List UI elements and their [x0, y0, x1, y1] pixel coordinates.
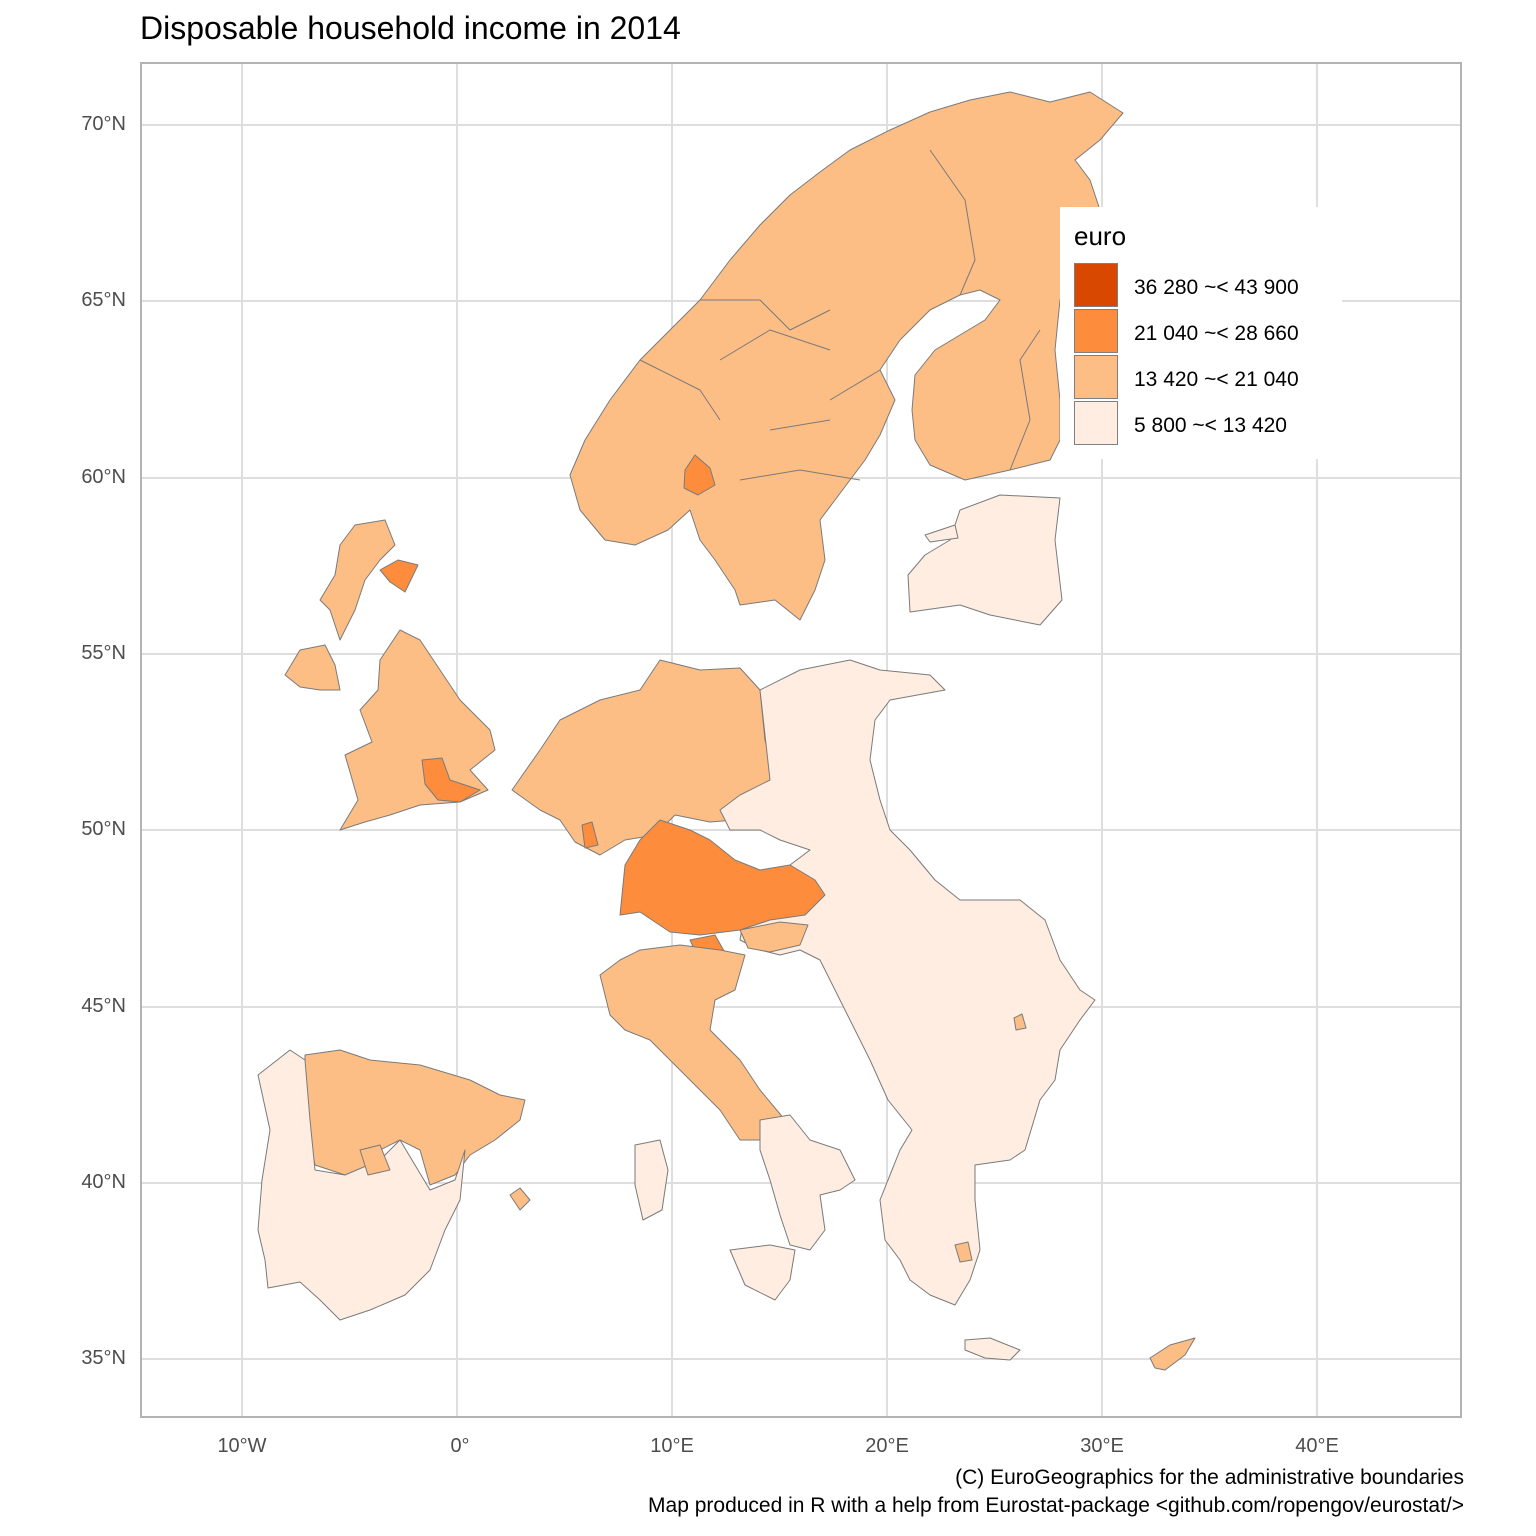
x-tick-10e: 10°E — [650, 1435, 694, 1457]
region-cyprus — [1149, 1337, 1196, 1371]
region-baltics — [907, 494, 1063, 626]
y-tick-65n: 65°N — [81, 289, 126, 311]
y-tick-40n: 40°N — [81, 1171, 126, 1193]
region-bucharest — [1013, 1013, 1027, 1031]
region-alps — [619, 819, 826, 936]
region-iberia-south — [257, 1049, 466, 1321]
legend-label-4: 5 800 ~< 13 420 — [1134, 414, 1287, 437]
region-oslo — [683, 454, 716, 496]
region-sicily — [729, 1244, 796, 1301]
region-luxembourg — [581, 821, 599, 849]
plot-panel — [140, 62, 1462, 1418]
legend-label-3: 13 420 ~< 21 040 — [1134, 368, 1299, 391]
region-crete — [964, 1337, 1021, 1361]
map-title: Disposable household income in 2014 — [140, 10, 681, 46]
region-italy — [599, 944, 786, 1141]
region-sardinia — [634, 1139, 669, 1221]
region-aberdeen — [379, 559, 419, 593]
region-scandinavia-borders — [639, 149, 1041, 481]
y-tick-55n: 55°N — [81, 642, 126, 664]
region-alps-east — [739, 921, 809, 953]
y-tick-45n: 45°N — [81, 995, 126, 1017]
region-south-italy — [759, 1114, 856, 1251]
x-tick-30e: 30°E — [1080, 1435, 1124, 1457]
x-tick-40e: 40°E — [1295, 1435, 1339, 1457]
region-athens — [954, 1241, 973, 1263]
region-ireland — [284, 644, 341, 691]
region-scotland — [319, 519, 396, 641]
legend-title: euro — [1074, 221, 1127, 251]
y-tick-50n: 50°N — [81, 818, 126, 840]
legend: euro 36 280 ~< 43 900 21 040 ~< 28 660 1… — [1060, 207, 1342, 459]
legend-label-2: 21 040 ~< 28 660 — [1134, 322, 1299, 345]
y-tick-70n: 70°N — [81, 113, 126, 135]
legend-key-3 — [1074, 355, 1118, 399]
y-tick-35n: 35°N — [81, 1347, 126, 1369]
region-baltic-islands — [924, 524, 959, 543]
region-corsica — [509, 1187, 531, 1211]
caption-line-1: (C) EuroGeographics for the administrati… — [955, 1466, 1464, 1489]
y-tick-60n: 60°N — [81, 466, 126, 488]
region-london-area — [421, 757, 481, 803]
x-tick-10w: 10°W — [217, 1435, 267, 1457]
legend-key-4 — [1074, 401, 1118, 445]
x-tick-0: 0° — [450, 1435, 470, 1457]
legend-key-1 — [1074, 263, 1118, 307]
region-england — [339, 629, 496, 831]
legend-label-1: 36 280 ~< 43 900 — [1134, 276, 1299, 299]
region-madrid — [359, 1144, 391, 1176]
legend-key-2 — [1074, 309, 1118, 353]
caption-line-2: Map produced in R with a help from Euros… — [648, 1494, 1464, 1517]
x-tick-20e: 20°E — [865, 1435, 909, 1457]
